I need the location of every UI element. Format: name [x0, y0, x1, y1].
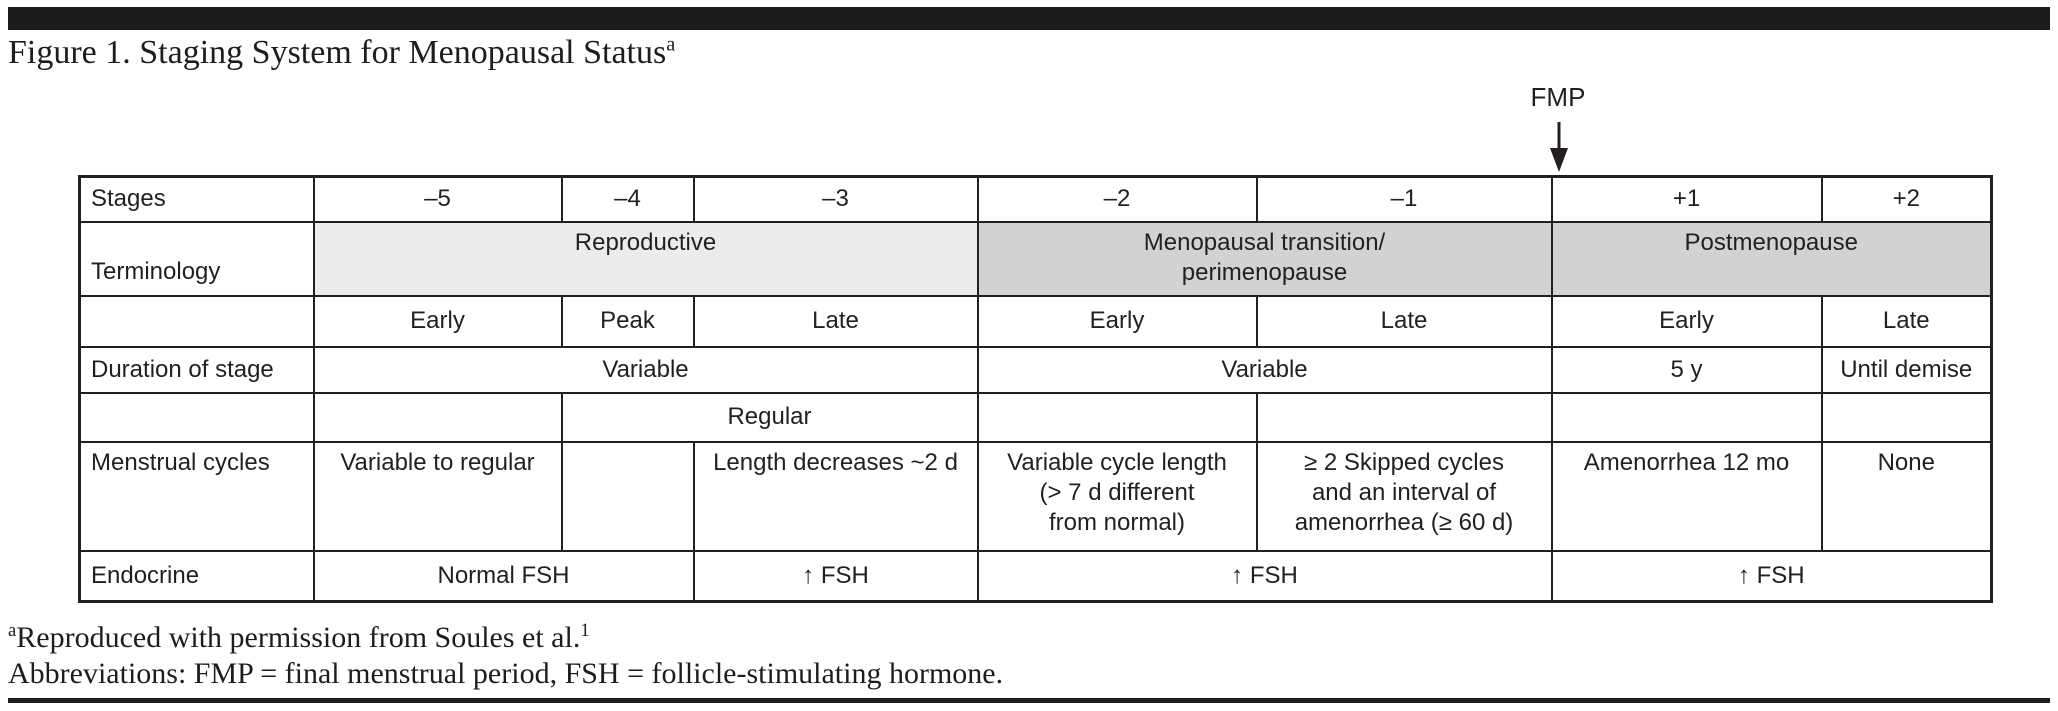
bottom-rule — [8, 698, 2050, 703]
figure-title-superscript: a — [666, 33, 676, 56]
menstrual-cell-minus3: Length decreases ~2 d — [692, 440, 979, 552]
stage-cell-minus2: –2 — [976, 175, 1258, 223]
menstrual-cell-minus4 — [560, 440, 695, 552]
substage-row-label — [78, 294, 315, 348]
duration-cell-post-early: 5 y — [1550, 345, 1823, 394]
substage-cell-minus2: Early — [976, 294, 1258, 348]
substage-cell-plus1: Early — [1550, 294, 1823, 348]
terminology-cell-transition: Menopausal transition/ perimenopause — [976, 220, 1553, 297]
terminology-row-label: Terminology — [78, 220, 315, 297]
regular-row-label — [78, 391, 315, 443]
regular-row: Regular — [78, 391, 1993, 443]
stage-cell-minus3: –3 — [692, 175, 979, 223]
endocrine-cell-repro: Normal FSH — [312, 549, 695, 603]
terminology-cell-reproductive: Reproductive — [312, 220, 979, 297]
stage-cell-minus1: –1 — [1255, 175, 1553, 223]
footnote-abbreviations: Abbreviations: FMP = final menstrual per… — [8, 657, 1004, 690]
substage-cell-minus5: Early — [312, 294, 563, 348]
endocrine-cell-transition: ↑ FSH — [976, 549, 1553, 603]
menstrual-cell-minus2: Variable cycle length (> 7 d different f… — [976, 440, 1258, 552]
duration-row-label: Duration of stage — [78, 345, 315, 394]
menstrual-row-label: Menstrual cycles — [78, 440, 315, 552]
figure-title: Figure 1. Staging System for Menopausal … — [8, 33, 675, 74]
duration-cell-transition: Variable — [976, 345, 1553, 394]
stage-cell-plus2: +2 — [1820, 175, 1993, 223]
regular-cell-peak-late: Regular — [560, 391, 979, 443]
menstrual-cycles-row: Menstrual cycles Variable to regular Len… — [78, 440, 1993, 552]
substage-cell-plus2: Late — [1820, 294, 1993, 348]
endocrine-cell-late-repro: ↑ FSH — [692, 549, 979, 603]
terminology-row: Terminology Reproductive Menopausal tran… — [78, 220, 1993, 297]
duration-row: Duration of stage Variable Variable 5 y … — [78, 345, 1993, 394]
duration-cell-reproductive: Variable — [312, 345, 979, 394]
terminology-cell-postmenopause: Postmenopause — [1550, 220, 1993, 297]
endocrine-row: Endocrine Normal FSH ↑ FSH ↑ FSH ↑ FSH — [78, 549, 1993, 603]
stages-row: Stages –5 –4 –3 –2 –1 +1 +2 — [78, 175, 1993, 223]
stage-cell-plus1: +1 — [1550, 175, 1823, 223]
footnote-source: aReproduced with permission from Soules … — [8, 620, 1003, 656]
footnote-source-text: Reproduced with permission from Soules e… — [16, 621, 581, 654]
stage-cell-minus4: –4 — [560, 175, 695, 223]
staging-table: Stages –5 –4 –3 –2 –1 +1 +2 Terminology … — [78, 175, 1993, 603]
substage-cell-minus4: Peak — [560, 294, 695, 348]
endocrine-cell-post: ↑ FSH — [1550, 549, 1993, 603]
duration-cell-post-late: Until demise — [1820, 345, 1993, 394]
substage-row: Early Peak Late Early Late Early Late — [78, 294, 1993, 348]
menstrual-cell-plus1: Amenorrhea 12 mo — [1550, 440, 1823, 552]
fmp-down-arrow-icon — [1550, 122, 1568, 172]
footnotes: aReproduced with permission from Soules … — [8, 620, 1003, 692]
stage-cell-minus5: –5 — [312, 175, 563, 223]
endocrine-row-label: Endocrine — [78, 549, 315, 603]
regular-cell-minus5 — [312, 391, 563, 443]
footnote-source-ref: 1 — [580, 620, 590, 641]
top-rule — [8, 7, 2050, 30]
menstrual-cell-minus5: Variable to regular — [312, 440, 563, 552]
regular-cell-plus2 — [1820, 391, 1993, 443]
regular-cell-minus2 — [976, 391, 1258, 443]
regular-cell-minus1 — [1255, 391, 1553, 443]
menstrual-cell-plus2: None — [1820, 440, 1993, 552]
footnote-source-superscript: a — [8, 620, 17, 641]
figure-title-text: Figure 1. Staging System for Menopausal … — [8, 34, 667, 71]
menstrual-cell-minus1: ≥ 2 Skipped cycles and an interval of am… — [1255, 440, 1553, 552]
regular-cell-plus1 — [1550, 391, 1823, 443]
fmp-label: FMP — [1530, 82, 1586, 112]
substage-cell-minus1: Late — [1255, 294, 1553, 348]
stages-row-label: Stages — [78, 175, 315, 223]
substage-cell-minus3: Late — [692, 294, 979, 348]
